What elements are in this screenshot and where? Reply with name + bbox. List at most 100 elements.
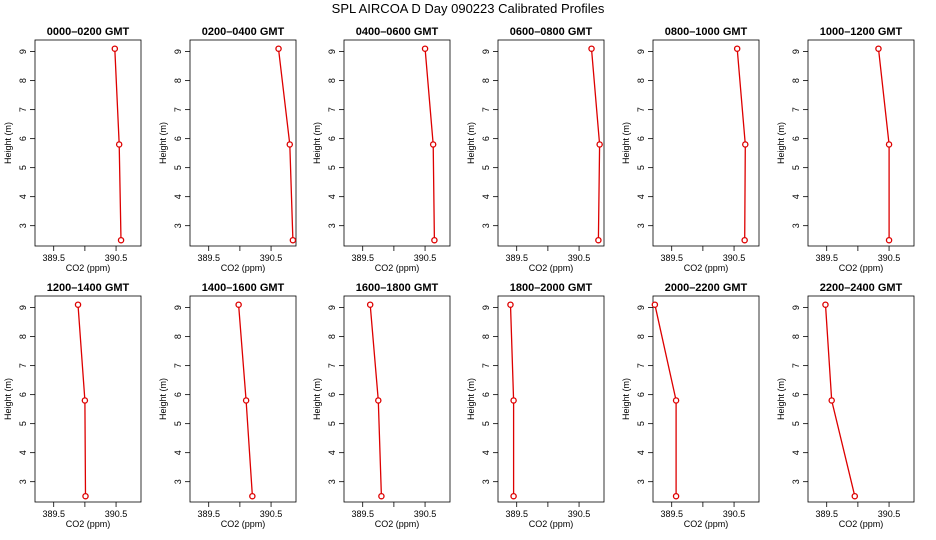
data-point: [851, 492, 859, 500]
data-point: [672, 492, 680, 500]
y-tick-label: 6: [636, 392, 646, 397]
y-tick-label: 4: [18, 450, 28, 455]
data-point: [875, 45, 882, 52]
data-point: [828, 397, 835, 404]
panel-6: 1200–1400 GMT 389.5 390.5 3 4 5 6 7 8 9 CO2 (ppm) H…: [3, 282, 142, 529]
data-point: [588, 45, 595, 52]
panel-title: 0400–0600 GMT: [356, 26, 439, 38]
y-tick-label: 8: [481, 334, 491, 339]
data-point: [115, 141, 123, 148]
data-point: [885, 141, 893, 148]
y-tick-label: 8: [481, 78, 491, 83]
x-tick-label: 389.5: [351, 253, 374, 263]
y-tick-label: 8: [173, 78, 183, 83]
x-tick-label: 389.5: [351, 509, 374, 519]
y-tick-label: 3: [327, 479, 337, 484]
data-point: [742, 141, 749, 148]
y-tick-label: 7: [481, 107, 491, 112]
y-tick-label: 8: [791, 78, 801, 83]
plot-frame: [807, 39, 915, 247]
y-tick-label: 4: [327, 194, 337, 199]
y-tick-label: 4: [327, 450, 337, 455]
y-tick-label: 6: [791, 392, 801, 397]
y-tick-label: 6: [327, 136, 337, 141]
y-tick-label: 9: [327, 49, 337, 54]
panel-title: 2000–2200 GMT: [665, 282, 748, 294]
plot-frame: [652, 295, 760, 503]
data-point: [111, 45, 119, 52]
y-tick-label: 7: [18, 107, 28, 112]
data-point: [275, 45, 282, 52]
data-point: [421, 45, 429, 52]
y-tick-label: 9: [173, 305, 183, 310]
y-tick-label: 5: [18, 421, 28, 426]
figure-title: SPL AIRCOA D Day 090223 Calibrated Profi…: [332, 1, 605, 16]
y-tick-label: 4: [636, 194, 646, 199]
data-point: [651, 301, 659, 308]
x-axis-label: CO2 (ppm): [839, 519, 884, 529]
y-tick-label: 5: [327, 165, 337, 170]
plot-frame: [807, 295, 915, 503]
y-tick-label: 6: [791, 136, 801, 141]
plot-frame: [343, 39, 451, 247]
data-point: [378, 492, 385, 500]
y-axis-label: Height (m): [3, 378, 13, 420]
x-tick-label: 389.5: [505, 509, 528, 519]
y-tick-label: 4: [481, 194, 491, 199]
plot-frame: [343, 295, 451, 503]
data-point: [596, 141, 603, 148]
y-tick-label: 9: [791, 49, 801, 54]
panel-5: 1000–1200 GMT 389.5 390.5 3 4 5 6 7 8 9 CO2 (ppm) H…: [776, 26, 915, 273]
x-axis-label: CO2 (ppm): [221, 519, 266, 529]
data-point: [595, 236, 602, 244]
y-tick-label: 3: [636, 479, 646, 484]
y-tick-label: 6: [173, 136, 183, 141]
y-tick-label: 8: [636, 78, 646, 83]
y-tick-label: 7: [791, 363, 801, 368]
panel-title: 1400–1600 GMT: [202, 282, 285, 294]
plot-frame: [34, 295, 142, 503]
y-tick-label: 5: [173, 165, 183, 170]
y-tick-label: 5: [481, 421, 491, 426]
plot-frame: [34, 39, 142, 247]
y-tick-label: 9: [481, 49, 491, 54]
x-tick-label: 390.5: [723, 253, 746, 263]
x-axis-label: CO2 (ppm): [684, 519, 729, 529]
y-tick-label: 6: [481, 136, 491, 141]
data-point: [235, 301, 242, 308]
x-tick-label: 389.5: [197, 509, 220, 519]
y-tick-label: 3: [173, 223, 183, 228]
data-point: [885, 236, 893, 244]
y-tick-label: 4: [173, 194, 183, 199]
data-point: [510, 492, 517, 500]
data-point: [672, 397, 680, 404]
x-axis-label: CO2 (ppm): [66, 263, 111, 273]
data-point: [242, 397, 250, 404]
x-axis-label: CO2 (ppm): [529, 263, 574, 273]
y-tick-label: 8: [791, 334, 801, 339]
y-tick-label: 9: [18, 305, 28, 310]
x-tick-label: 390.5: [105, 509, 128, 519]
y-tick-label: 7: [173, 107, 183, 112]
y-tick-label: 8: [173, 334, 183, 339]
y-tick-label: 6: [327, 392, 337, 397]
y-axis-label: Height (m): [621, 378, 631, 420]
y-tick-label: 9: [327, 305, 337, 310]
data-point: [249, 492, 256, 500]
y-tick-label: 4: [481, 450, 491, 455]
y-tick-label: 6: [636, 136, 646, 141]
y-tick-label: 4: [636, 450, 646, 455]
x-axis-label: CO2 (ppm): [375, 263, 420, 273]
y-tick-label: 7: [173, 363, 183, 368]
x-axis-label: CO2 (ppm): [66, 519, 111, 529]
y-tick-label: 9: [481, 305, 491, 310]
panel-3: 0600–0800 GMT 389.5 390.5 3 4 5 6 7 8 9 CO2 (ppm) H…: [466, 26, 605, 273]
y-axis-label: Height (m): [776, 378, 786, 420]
data-point: [82, 492, 89, 500]
x-tick-label: 390.5: [260, 253, 283, 263]
x-tick-label: 390.5: [260, 509, 283, 519]
y-tick-label: 6: [18, 136, 28, 141]
x-axis-label: CO2 (ppm): [684, 263, 729, 273]
x-tick-label: 390.5: [568, 253, 591, 263]
